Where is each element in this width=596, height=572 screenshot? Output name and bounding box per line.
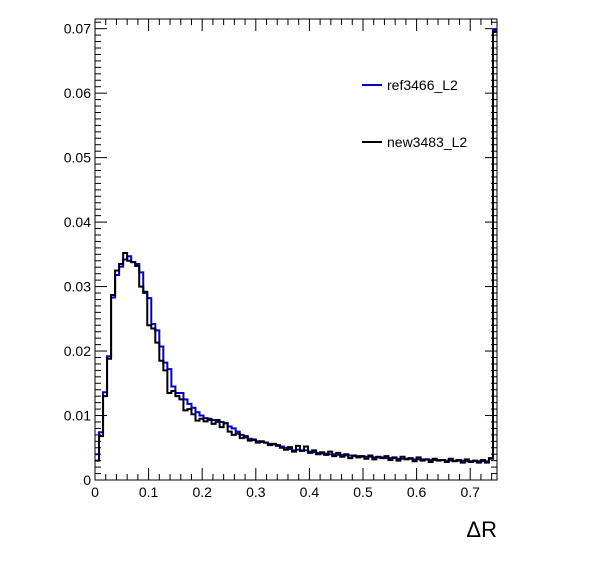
x-tick-label: 0.2 bbox=[192, 484, 212, 500]
legend-label-ref: ref3466_L2 bbox=[387, 77, 458, 93]
x-axis-title: ΔR bbox=[466, 517, 497, 542]
x-tick-labels: 0 0.1 0.2 0.3 0.4 0.5 0.6 0.7 bbox=[91, 484, 480, 500]
legend: ref3466_L2 new3483_L2 bbox=[362, 77, 467, 150]
x-tick-label: 0.1 bbox=[139, 484, 159, 500]
x-tick-label: 0 bbox=[91, 484, 99, 500]
series-layer bbox=[95, 28, 497, 464]
series-line-ref bbox=[95, 28, 497, 463]
x-tick-label: 0.4 bbox=[300, 484, 320, 500]
plot-frame bbox=[94, 18, 498, 481]
y-tick-label: 0.02 bbox=[64, 343, 91, 359]
y-tick-label: 0.04 bbox=[64, 214, 91, 230]
x-tick-label: 0.7 bbox=[460, 484, 480, 500]
series-line-new bbox=[95, 30, 497, 464]
y-tick-label: 0 bbox=[83, 472, 91, 488]
y-tick-label: 0.01 bbox=[64, 408, 91, 424]
y-tick-label: 0.07 bbox=[64, 21, 91, 37]
y-tick-label: 0.06 bbox=[64, 85, 91, 101]
y-tick-label: 0.03 bbox=[64, 279, 91, 295]
y-tick-labels: 0 0.01 0.02 0.03 0.04 0.05 0.06 0.07 bbox=[64, 21, 91, 488]
x-tick-label: 0.5 bbox=[353, 484, 373, 500]
x-tick-label: 0.6 bbox=[407, 484, 427, 500]
legend-label-new: new3483_L2 bbox=[387, 134, 467, 150]
y-tick-label: 0.05 bbox=[64, 150, 91, 166]
x-tick-label: 0.3 bbox=[246, 484, 266, 500]
